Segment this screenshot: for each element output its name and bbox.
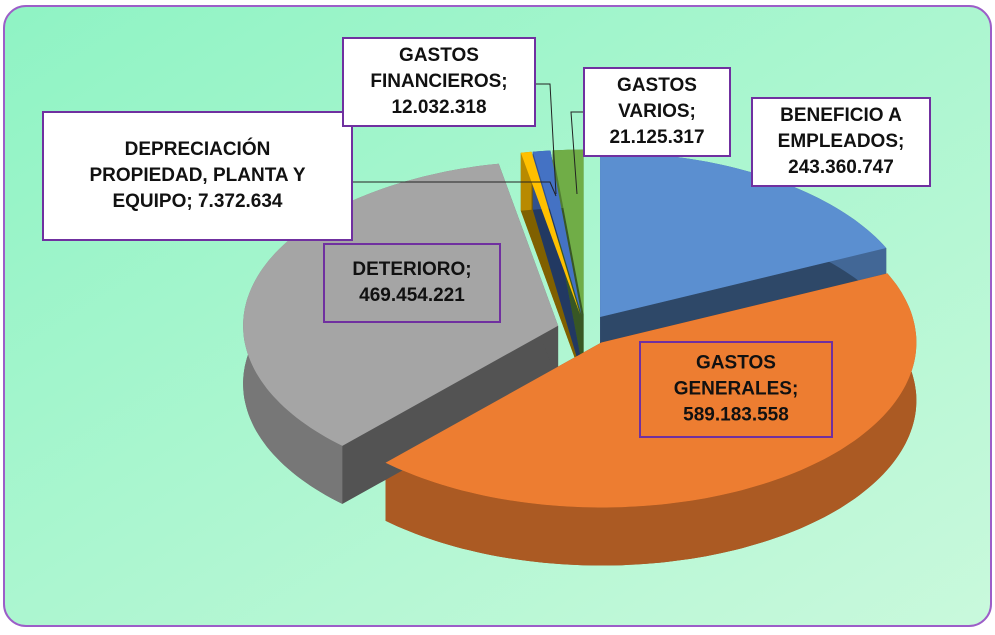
label-box <box>42 111 353 241</box>
data-label: DEPRECIACIÓN <box>125 138 271 160</box>
label-box <box>323 243 501 323</box>
data-label: GASTOS <box>399 45 479 66</box>
data-label: EQUIPO; 7.372.634 <box>112 191 282 212</box>
slice <box>552 149 584 315</box>
data-label: VARIOS; <box>618 101 696 122</box>
data-label: 589.183.558 <box>683 405 789 426</box>
data-label: BENEFICIO A <box>780 105 902 126</box>
data-label: GENERALES; <box>674 379 799 400</box>
label-box <box>751 97 931 187</box>
data-label: PROPIEDAD, PLANTA Y <box>89 165 305 186</box>
leader-line <box>352 181 557 197</box>
data-label: DETERIORO; <box>352 259 471 280</box>
data-label: GASTOS <box>617 75 697 96</box>
data-label: 12.032.318 <box>391 97 486 118</box>
label-box <box>639 341 833 438</box>
label-box <box>342 37 536 127</box>
slice <box>520 151 581 315</box>
data-label: GASTOS <box>696 353 776 374</box>
data-label: FINANCIEROS; <box>370 71 507 92</box>
data-label: 21.125.317 <box>609 127 704 148</box>
leader-line <box>570 111 584 195</box>
label-box <box>583 67 731 157</box>
data-label: 469.454.221 <box>359 285 465 306</box>
leader-line <box>535 83 557 195</box>
slice <box>532 150 582 315</box>
slice-edge <box>385 273 917 566</box>
slice <box>385 273 917 508</box>
data-label: 243.360.747 <box>788 157 894 178</box>
slice <box>600 152 887 317</box>
data-label: EMPLEADOS; <box>778 131 905 152</box>
